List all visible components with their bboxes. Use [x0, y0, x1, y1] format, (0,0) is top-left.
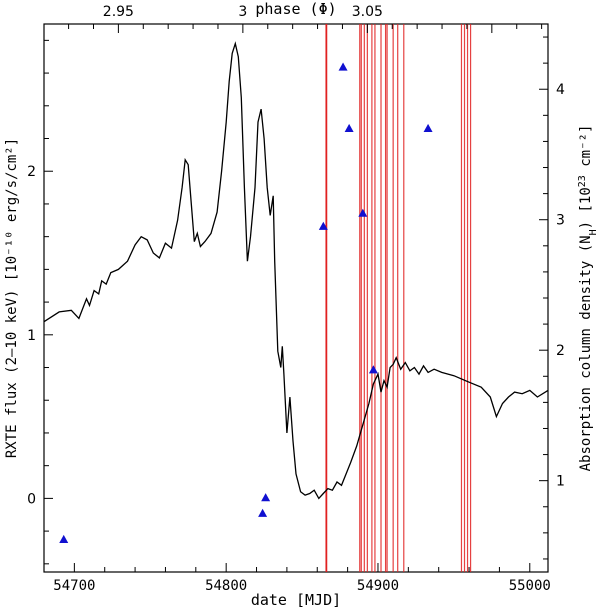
y-right-tick-label: 4 [556, 82, 565, 98]
nh-data-point [261, 493, 271, 502]
nh-data-point [258, 508, 268, 517]
ylabel-right-sub: H [588, 229, 599, 235]
phase-tick-label: 3 [238, 4, 247, 20]
plot-frame [43, 23, 549, 573]
x-axis-label: date [MJD] [251, 591, 341, 609]
nh-data-point [318, 221, 328, 230]
y-left-tick-label: 1 [27, 328, 36, 344]
ylabel-right-post: cm⁻²] [578, 125, 594, 176]
y-left-tick-label: 0 [27, 491, 36, 507]
tick-labels-group: 54700 54800 54900 55000 2.95 3 3.05 0 1 2 1 2 3 4 [27, 4, 565, 594]
x-tick-label: 54700 [53, 578, 95, 594]
y-left-tick-label: 2 [27, 164, 36, 180]
nh-data-point [358, 208, 368, 217]
x-tick-label: 55000 [509, 578, 551, 594]
nh-data-point [338, 62, 348, 71]
axis-ticks-group [43, 24, 548, 572]
ylabel-right-mid: ) [10 [578, 187, 594, 229]
nh-data-point [59, 534, 69, 543]
y-right-tick-label: 3 [556, 213, 565, 229]
top-axis-label: phase (Φ) [255, 0, 336, 18]
flux-series-line [43, 41, 549, 500]
x-tick-label: 54800 [205, 578, 247, 594]
phase-tick-label: 2.95 [103, 4, 134, 20]
ylabel-right-pre: Absorption column density (N [578, 235, 594, 471]
phase-tick-label: 3.05 [352, 4, 383, 20]
nh-markers-group [59, 62, 433, 543]
y-right-tick-label: 1 [556, 474, 565, 490]
y-axis-left-label: RXTE flux (2–10 keV) [10⁻¹⁰ erg/s/cm²] [4, 138, 20, 458]
nh-data-point [423, 123, 433, 132]
vertical-lines-group [325, 24, 472, 572]
nh-data-point [368, 365, 378, 374]
y-axis-right-label: Absorption column density (NH) [1023 cm⁻… [577, 125, 599, 472]
x-tick-label: 54900 [357, 578, 399, 594]
y-right-tick-label: 2 [556, 343, 565, 359]
nh-data-point [344, 123, 354, 132]
ylabel-right-sup: 23 [577, 175, 588, 187]
